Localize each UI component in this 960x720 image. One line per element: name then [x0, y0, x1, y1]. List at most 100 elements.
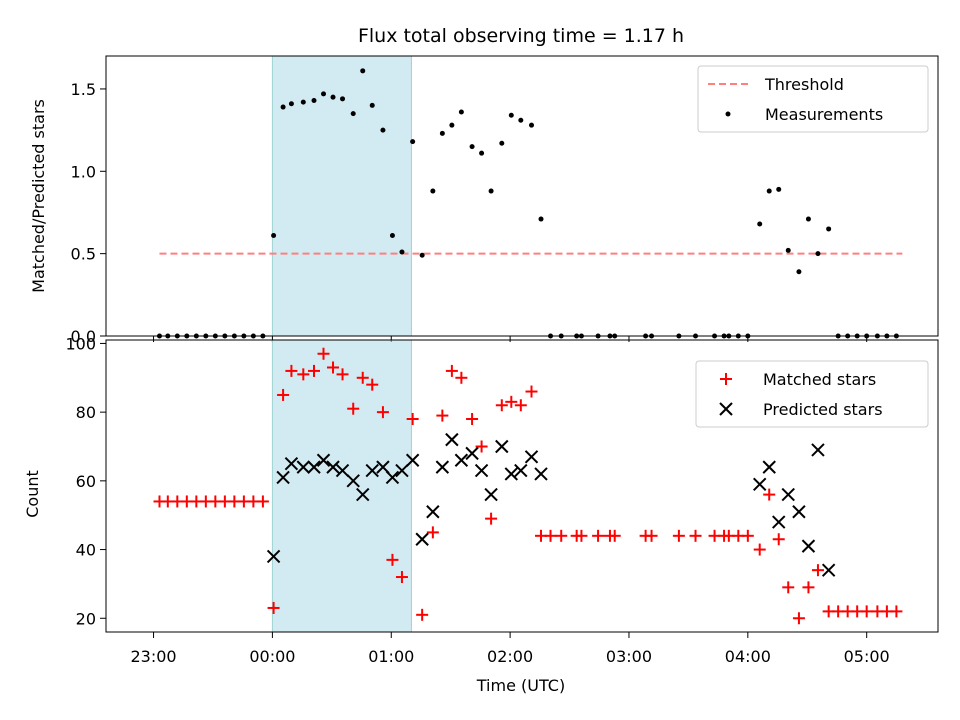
y-tick-label: 0.5 — [71, 245, 96, 264]
measurement-point — [271, 233, 277, 239]
count-axes-frame — [105, 339, 939, 633]
x-tick-label: 01:00 — [368, 647, 414, 666]
matched-stars-point — [592, 529, 605, 542]
matched-stars-point — [763, 488, 776, 501]
observing-time-highlight — [271, 55, 412, 337]
predicted-stars-point — [346, 474, 360, 488]
matched-stars-point — [426, 526, 439, 539]
measurement-point — [340, 96, 346, 102]
measurement-point — [389, 233, 395, 239]
predicted-stars-point — [484, 487, 498, 502]
chart-title: Flux total observing time = 1.17 h — [358, 25, 684, 47]
y-tick-label: 20 — [76, 609, 96, 628]
measurement-point — [538, 216, 544, 222]
measurement-point — [369, 102, 375, 108]
predicted-stars-point — [356, 487, 370, 502]
measurement-point — [300, 99, 306, 105]
predicted-stars-point — [465, 446, 479, 461]
measurement-point — [785, 247, 791, 253]
matched-stars-point — [525, 385, 538, 398]
predicted-legend-marker — [719, 402, 733, 416]
measurement-point — [776, 186, 782, 192]
x-tick-label: 02:00 — [487, 647, 533, 666]
predicted-stars-point — [811, 443, 825, 457]
measurement-point — [805, 216, 811, 222]
matched-stars-point — [395, 571, 408, 584]
y-tick-label: 40 — [76, 541, 96, 560]
measurement-point — [330, 94, 336, 100]
predicted-stars-point — [474, 463, 489, 478]
matched-stars-point — [475, 440, 488, 453]
measurement-point — [280, 104, 286, 110]
matched-stars-point — [495, 399, 508, 412]
measurement-point — [360, 68, 366, 74]
matched-stars-point — [544, 529, 557, 542]
matched-stars-point — [890, 605, 903, 618]
matched-stars-point — [466, 413, 479, 426]
count-y-axis-label: Count — [23, 470, 42, 518]
ratio-legend: Threshold Measurements — [697, 65, 929, 133]
matched-stars-point — [256, 495, 269, 508]
measurement-point — [419, 252, 425, 258]
matched-stars-point — [308, 364, 320, 377]
matched-stars-point — [436, 409, 449, 422]
matched-legend-marker — [720, 373, 732, 385]
measurement-point — [508, 112, 514, 118]
matched-stars-point — [792, 612, 805, 625]
measurement-point — [410, 139, 416, 145]
predicted-stars-point — [415, 532, 429, 546]
predicted-stars-point — [316, 453, 331, 467]
measurement-point — [321, 91, 327, 97]
y-tick-label: 60 — [76, 472, 96, 491]
matched-stars-point — [356, 371, 369, 384]
measurement-point — [288, 101, 294, 107]
count-plot-area — [153, 347, 903, 625]
predicted-stars-point — [454, 453, 469, 467]
matched-stars-point — [672, 529, 685, 542]
count-y-axis: 20 40 60 80 100 — [65, 334, 106, 628]
ratio-axes-frame — [105, 55, 939, 337]
predicted-stars-point — [753, 477, 767, 491]
predicted-stars-point — [762, 460, 776, 474]
matched-stars-point — [802, 581, 815, 594]
matched-stars-point — [860, 605, 873, 618]
matched-stars-point — [366, 378, 379, 391]
predicted-stars-point — [801, 539, 816, 553]
count-legend: Matched stars Predicted stars — [695, 360, 929, 428]
measurements-legend-marker — [725, 111, 731, 117]
count-x-axis: 23:00 00:00 01:00 02:00 03:00 04:00 05:00 — [130, 632, 890, 666]
x-tick-label: 04:00 — [725, 647, 771, 666]
predicted-stars-point — [385, 470, 400, 485]
y-tick-label: 100 — [65, 334, 96, 353]
y-tick-label: 1.5 — [71, 80, 96, 99]
measurement-point — [518, 117, 524, 123]
predicted-stars-point — [524, 450, 539, 464]
predicted-stars-point — [504, 467, 519, 481]
measurement-point — [796, 269, 802, 275]
measurement-point — [380, 127, 386, 133]
y-tick-label: 80 — [76, 403, 96, 422]
matched-stars-series — [153, 347, 903, 625]
predicted-stars-point — [284, 456, 299, 471]
measurement-point — [529, 122, 535, 128]
predicted-stars-point — [335, 463, 350, 478]
observing-time-highlight-bottom — [271, 339, 412, 633]
predicted-stars-point — [792, 505, 806, 519]
measurement-point — [766, 188, 772, 194]
matched-stars-point — [753, 543, 766, 556]
predicted-stars-point — [435, 460, 450, 474]
matched-stars-point — [327, 361, 340, 374]
predicted-stars-point — [495, 439, 509, 454]
measurement-point — [449, 122, 455, 128]
ratio-x-tick-marks — [153, 336, 868, 342]
predicted-stars-point — [296, 460, 311, 474]
measurement-point — [757, 221, 763, 227]
predicted-stars-point — [405, 453, 420, 467]
matched-stars-point — [317, 347, 330, 360]
legend-matched-label: Matched stars — [763, 370, 876, 389]
matched-stars-point — [608, 529, 621, 542]
measurement-point — [815, 251, 821, 257]
x-tick-label: 03:00 — [606, 647, 652, 666]
y-tick-label: 1.0 — [71, 162, 96, 181]
matched-stars-point — [555, 529, 568, 542]
